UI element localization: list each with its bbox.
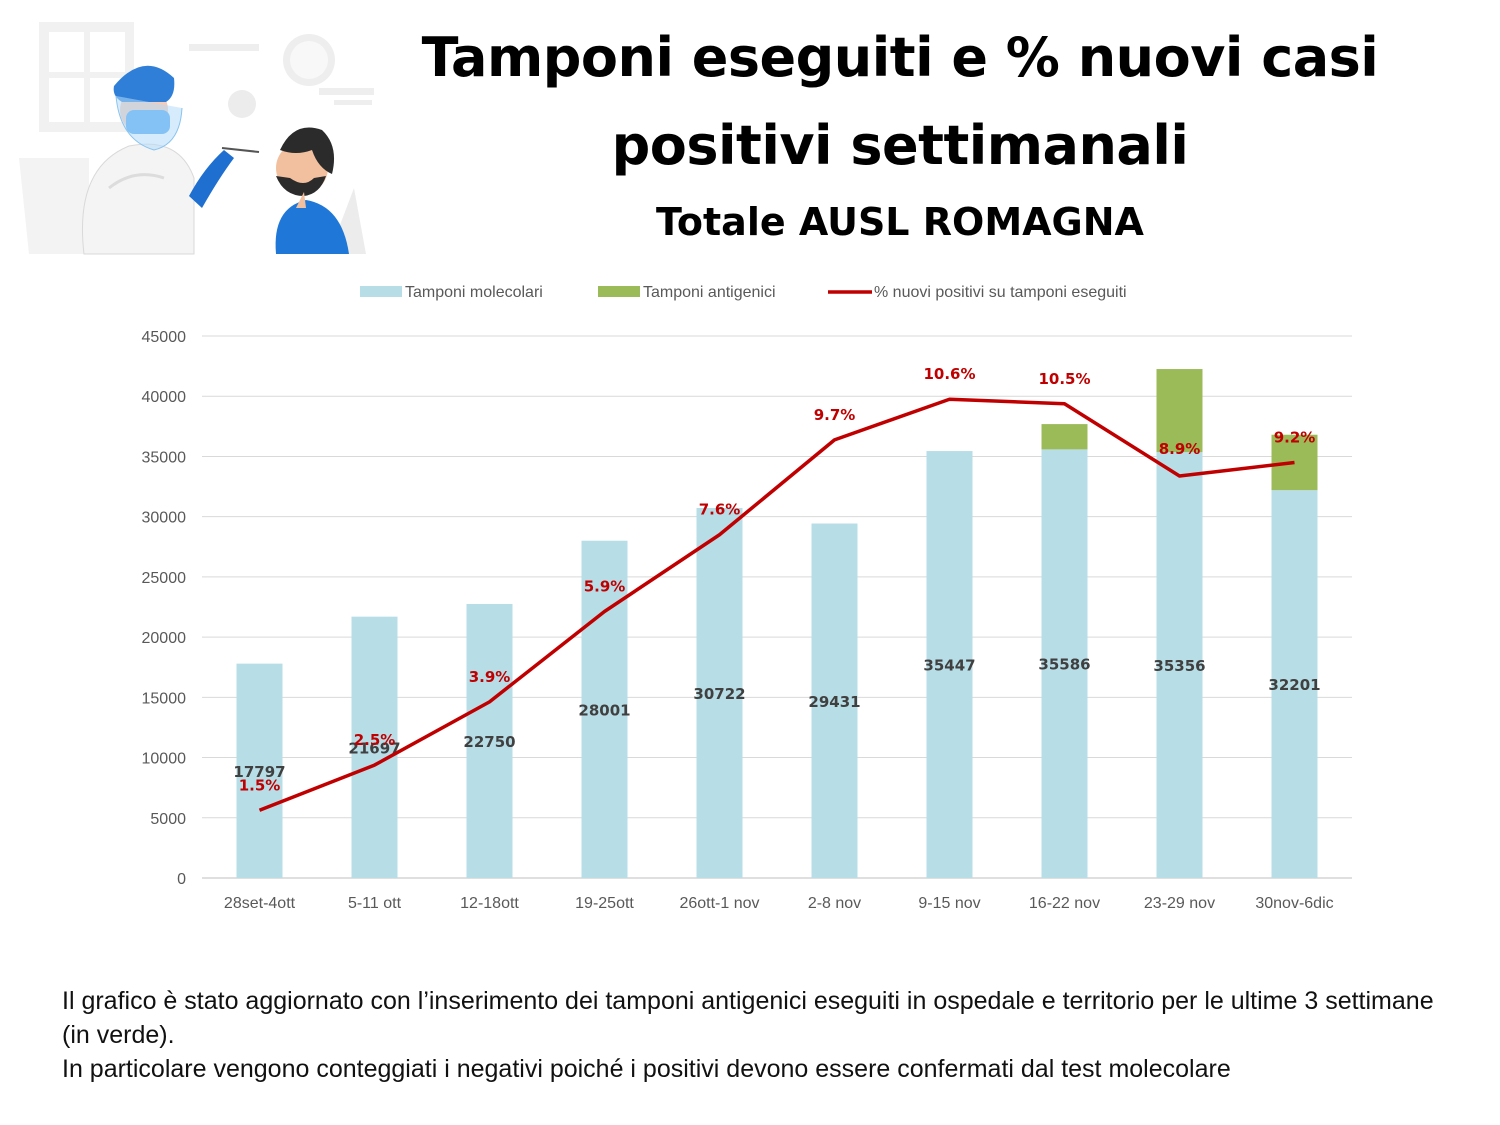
line-data-label: 5.9% (584, 578, 626, 596)
bar-antigenici (1041, 424, 1088, 450)
y-tick-label: 5000 (150, 811, 186, 828)
note-line-1: Il grafico è stato aggiornato con l’inse… (62, 987, 1434, 1049)
page-subtitle: Totale AUSL ROMAGNA (656, 200, 1144, 244)
line-data-label: 3.9% (469, 668, 511, 686)
line-data-label: 10.6% (923, 365, 975, 383)
bar-molecolari (351, 616, 398, 878)
bar-data-label: 17797 (233, 763, 285, 781)
legend-swatch (598, 286, 640, 297)
legend-swatch (360, 286, 402, 297)
bar-antigenici (1156, 369, 1203, 453)
x-tick-label: 26ott-1 nov (679, 895, 759, 912)
y-tick-label: 15000 (142, 690, 187, 707)
x-tick-label: 30nov-6dic (1255, 895, 1333, 912)
x-tick-label: 2-8 nov (808, 895, 861, 912)
y-tick-label: 25000 (142, 570, 187, 587)
bar-molecolari (466, 603, 513, 878)
y-tick-label: 10000 (142, 751, 187, 768)
y-tick-label: 20000 (142, 630, 187, 647)
bar-molecolari (236, 663, 283, 878)
bar-molecolari (811, 523, 858, 878)
bar-molecolari (581, 540, 628, 878)
bar-data-label: 22750 (463, 733, 515, 751)
y-axis: 0 5000 10000 15000 20000 25000 30000 35000 40000… (142, 329, 187, 888)
title-block: Tamponi eseguiti e % nuovi casi positivi… (400, 14, 1400, 250)
bar-antigenici (1271, 434, 1318, 491)
bar-data-label: 28001 (578, 701, 630, 719)
percent-line-path (258, 397, 1295, 812)
bar-molecolari (1271, 490, 1318, 878)
bar-molecolari (1041, 449, 1088, 878)
y-tick-label: 45000 (142, 329, 187, 346)
x-tick-label: 23-29 nov (1144, 895, 1215, 912)
line-data-label: 8.9% (1159, 440, 1201, 458)
page-title: Tamponi eseguiti e % nuovi casi positivi… (421, 26, 1379, 177)
x-tick-label: 19-25ott (575, 895, 634, 912)
bar-molecolari (696, 507, 743, 878)
bar-data-label: 32201 (1268, 676, 1320, 694)
x-tick-label: 16-22 nov (1029, 895, 1100, 912)
bar-data-label: 30722 (693, 685, 745, 703)
legend-label: % nuovi positivi su tamponi eseguiti (874, 284, 1127, 301)
legend-label: Tamponi molecolari (405, 284, 543, 301)
x-tick-label: 9-15 nov (918, 895, 980, 912)
line-data-label: 10.5% (1038, 370, 1090, 388)
line-data-label: 1.5% (239, 776, 281, 794)
y-tick-label: 0 (177, 871, 186, 888)
chart-legend: Tamponi molecolari Tamponi antigenici % nu… (360, 284, 1127, 301)
bar-data-label: 35586 (1038, 656, 1090, 674)
combo-chart: Tamponi molecolari Tamponi antigenici % nu… (142, 284, 1352, 912)
y-tick-label: 35000 (142, 449, 187, 466)
line-data-label: 9.7% (814, 406, 856, 424)
x-tick-label: 5-11 ott (348, 895, 402, 912)
bar-molecolari (926, 451, 973, 878)
x-tick-label: 12-18ott (460, 895, 519, 912)
bar-data-label: 21697 (348, 739, 400, 757)
y-tick-label: 40000 (142, 389, 187, 406)
bar-molecolari (1156, 452, 1203, 878)
legend-label: Tamponi antigenici (643, 284, 776, 301)
bar-data-label: 35356 (1153, 657, 1205, 675)
line-data-label: 9.2% (1274, 428, 1316, 446)
bar-data-label: 35447 (923, 657, 975, 675)
y-tick-label: 30000 (142, 510, 187, 527)
swab-test-illustration (19, 22, 374, 255)
x-tick-label: 28set-4ott (224, 895, 296, 912)
chart-bars: 17797 21697 22750 28001 30722 29431 35447 35586… (233, 369, 1321, 878)
bar-data-label: 29431 (808, 693, 860, 711)
x-axis: 28set-4ott 5-11 ott 12-18ott 19-25ott 26ott-… (224, 895, 1334, 912)
note-line-2: In particolare vengono conteggiati i neg… (62, 1055, 1231, 1083)
line-data-label: 2.5% (354, 731, 396, 749)
percent-line: 1.5% 2.5% 3.9% 5.9% 7.6% 9.7% 10.6% 10.5% 8.9% 9.… (239, 365, 1316, 812)
line-data-label: 7.6% (699, 501, 741, 519)
chart-note: Il grafico è stato aggiornato con l’inse… (62, 984, 1462, 1086)
